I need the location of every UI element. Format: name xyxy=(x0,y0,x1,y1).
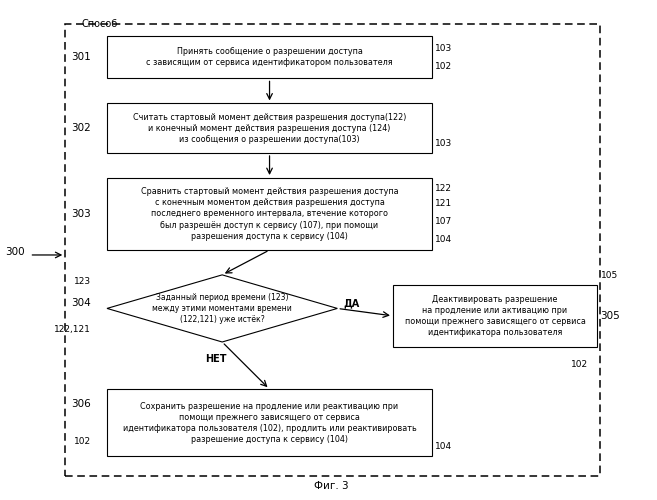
Polygon shape xyxy=(107,275,337,342)
Text: Сравнить стартовый момент действия разрешения доступа
с конечным моментом действ: Сравнить стартовый момент действия разре… xyxy=(141,188,398,240)
FancyBboxPatch shape xyxy=(107,104,432,153)
Text: 300: 300 xyxy=(5,248,25,258)
FancyBboxPatch shape xyxy=(107,178,432,250)
Text: 122: 122 xyxy=(435,184,452,193)
Text: Принять сообщение о разрешении доступа
с зависящим от сервиса идентификатором по: Принять сообщение о разрешении доступа с… xyxy=(147,48,393,68)
Text: 301: 301 xyxy=(72,52,91,62)
Text: НЕТ: НЕТ xyxy=(205,354,227,364)
FancyBboxPatch shape xyxy=(107,36,432,78)
Text: 302: 302 xyxy=(72,123,91,133)
Text: 103: 103 xyxy=(435,44,452,52)
Text: 107: 107 xyxy=(435,216,452,226)
Text: 123: 123 xyxy=(74,277,91,286)
Text: 102: 102 xyxy=(571,360,589,369)
Text: Деактивировать разрешение
на продление или активацию при
помощи прежнего зависящ: Деактивировать разрешение на продление и… xyxy=(405,294,585,337)
Text: Фиг. 3: Фиг. 3 xyxy=(314,481,348,491)
Text: 102: 102 xyxy=(435,62,452,71)
Text: 304: 304 xyxy=(72,298,91,308)
FancyBboxPatch shape xyxy=(107,389,432,456)
Text: Заданный период времени (123)
между этими моментами времени
(122,121) уже истёк?: Заданный период времени (123) между этим… xyxy=(152,293,292,324)
Text: 104: 104 xyxy=(435,234,452,244)
Text: Способ: Способ xyxy=(81,19,118,29)
FancyBboxPatch shape xyxy=(393,285,597,347)
Text: 102: 102 xyxy=(74,437,91,446)
Text: 122,121: 122,121 xyxy=(55,326,91,334)
Text: 104: 104 xyxy=(435,442,452,451)
Text: 305: 305 xyxy=(600,311,620,321)
Text: ДА: ДА xyxy=(344,298,360,308)
Text: 105: 105 xyxy=(600,271,618,280)
Text: 303: 303 xyxy=(72,209,91,219)
Text: 306: 306 xyxy=(72,399,91,409)
Text: 103: 103 xyxy=(435,138,452,147)
Text: Считать стартовый момент действия разрешения доступа(122)
и конечный момент дейс: Считать стартовый момент действия разреш… xyxy=(133,112,406,144)
Text: 121: 121 xyxy=(435,198,452,207)
Text: Сохранить разрешение на продление или реактивацию при
помощи прежнего зависящего: Сохранить разрешение на продление или ре… xyxy=(123,402,417,444)
